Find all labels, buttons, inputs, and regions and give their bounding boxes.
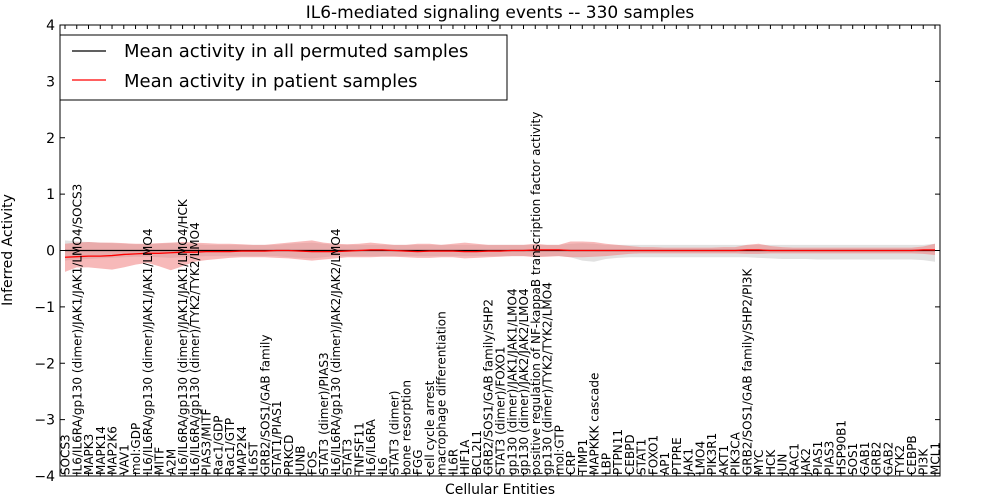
x-axis-title: Cellular Entities	[445, 482, 555, 498]
y-tick-label: 1	[46, 187, 55, 203]
x-category-label: MYC	[752, 450, 766, 475]
x-category-label: PIK3R1	[705, 433, 719, 475]
x-category-label: JAK2	[799, 448, 813, 476]
x-category-label: MCL1	[929, 442, 943, 475]
y-tick-label: 2	[46, 131, 55, 147]
x-category-label: gp130 (dimer)/JAK2/JAK2/LMO4	[517, 288, 531, 475]
x-category-label: bone resorption	[399, 380, 413, 475]
x-category-label: PIAS3	[823, 441, 837, 475]
x-category-label: macrophage differentiation	[435, 311, 449, 475]
y-tick-label: 4	[46, 18, 55, 34]
x-category-label: HCK	[764, 449, 778, 475]
x-category-label: CRP	[564, 451, 578, 475]
x-category-label: PI3K	[917, 448, 931, 475]
x-category-label: MITF	[153, 447, 167, 475]
legend-label-patient: Mean activity in patient samples	[124, 71, 418, 92]
band-patient	[65, 240, 935, 272]
x-category-label: PIAS3/MITF	[200, 408, 214, 475]
x-category-label: IL6/IL6RA/gp130 (dimer)/JAK2/JAK2/LMO4	[329, 229, 343, 475]
x-category-label: IL6/IL6RA/gp130 (dimer)/JAK1/JAK1/LMO4/H…	[176, 198, 190, 475]
x-category-label: TYK2	[893, 445, 907, 476]
x-category-label: CEBPD	[623, 434, 637, 475]
x-category-label: A2M	[164, 449, 178, 475]
x-category-label: AKT1	[717, 445, 731, 475]
series-lines	[64, 249, 935, 258]
x-category-label: FGG	[411, 450, 425, 476]
x-category-label: BCL2L1	[470, 430, 484, 475]
x-category-label: IL6/IL6RA	[364, 418, 378, 475]
x-category-label: GAB1	[858, 442, 872, 475]
chart-title: IL6-mediated signaling events -- 330 sam…	[306, 3, 695, 23]
x-category-label: IL6/IL6RA/gp130 (dimer)/JAK1/JAK1/LMO4	[141, 229, 155, 475]
legend-box	[59, 34, 508, 101]
y-tick-label: −3	[34, 413, 55, 429]
x-category-label: STAT1	[635, 439, 649, 475]
x-category-label: RAC1	[787, 443, 801, 475]
x-category-label: STAT3 (dimer)	[388, 391, 402, 475]
x-category-label: FOS	[305, 451, 319, 475]
x-category-label: MAPK14	[94, 426, 108, 475]
x-category-label: GAB2	[881, 442, 895, 475]
legend: Mean activity in all permuted samples Me…	[59, 34, 508, 101]
x-category-label: GRB2/SOS1/GAB family/SHP2	[482, 299, 496, 475]
x-category-label: STAT3 (dimer)/PIAS3	[317, 352, 331, 475]
x-category-label: HSP90B1	[834, 420, 848, 475]
legend-label-permuted: Mean activity in all permuted samples	[124, 41, 468, 62]
x-category-label: PIAS1	[811, 441, 825, 475]
x-category-label: PTPRE	[670, 437, 684, 475]
x-category-label: SOCS3	[59, 434, 73, 475]
x-category-label: GRB2	[870, 441, 884, 475]
x-category-label: PTPN11	[611, 429, 625, 475]
x-category-label: HIF1A	[458, 439, 472, 475]
x-category-label: cell cycle arrest	[423, 380, 437, 475]
x-category-label: GRB2/SOS1/GAB family/SHP2/PI3K	[740, 267, 754, 475]
x-category-label: TIMP1	[576, 439, 590, 476]
x-category-label: SOS1	[846, 443, 860, 475]
x-category-label: LBP	[599, 453, 613, 475]
x-category-label: IL6	[376, 457, 390, 475]
x-category-label: LMO4	[693, 441, 707, 475]
x-category-label: JAK1	[682, 448, 696, 476]
x-category-label: VAV1	[117, 444, 131, 475]
x-category-label: gp130 (dimer)/JAK1/JAK1/LMO4	[505, 288, 519, 475]
x-category-label: CEBPB	[905, 435, 919, 475]
x-category-label: STAT3	[341, 439, 355, 475]
plot-frame	[59, 24, 941, 477]
x-category-label: STAT1/PIAS1	[270, 400, 284, 475]
x-category-label: STAT3 (dimer)/FOXO1	[494, 346, 508, 475]
y-axis-title: Inferred Activity	[0, 194, 16, 306]
x-category-label: JUNB	[294, 445, 308, 476]
x-category-label: MAPK3	[82, 434, 96, 475]
x-category-label: Rac1/GDP	[211, 416, 225, 475]
x-category-label: positive regulation of NF-kappaB transcr…	[529, 112, 543, 475]
x-category-label: PIK3CA	[729, 431, 743, 475]
x-category-label: PRKCD	[282, 435, 296, 475]
x-category-label: IL6/IL6RA/gp130 (dimer)/JAK1/JAK1/LMO4/S…	[70, 184, 84, 475]
y-tick-labels: 4 3 2 1 0 −1 −2 −3 −4	[34, 18, 55, 485]
x-category-label: mol:GTP	[552, 425, 566, 475]
x-category-label: TNFSF11	[352, 422, 366, 476]
x-category-label: IL6/IL6RA/gp130 (dimer)/TYK2/TYK2/LMO4	[188, 222, 202, 475]
x-category-label: IL6R	[446, 449, 460, 475]
y-tick-label: −1	[34, 300, 55, 316]
line-patient	[64, 249, 935, 258]
y-tick-label: −4	[34, 469, 55, 485]
x-category-label: GRB2/SOS1/GAB family	[258, 335, 272, 476]
y-tick-label: 3	[46, 74, 55, 90]
y-tick-label: 0	[46, 244, 55, 260]
x-category-label: MAPKKK cascade	[588, 373, 602, 475]
x-category-label: AP1	[658, 452, 672, 475]
x-category-label: Rac1/GTP	[223, 418, 237, 475]
x-category-label: IL6ST	[247, 442, 261, 475]
x-category-label: FOXO1	[646, 435, 660, 475]
y-tick-label: −2	[34, 356, 55, 372]
x-category-label: JUN	[776, 454, 790, 476]
x-category-label: MAP2K4	[235, 426, 249, 475]
x-category-label: gp130 (dimer)/TYK2/TYK2/LMO4	[541, 282, 555, 475]
x-category-label: MAP2K6	[106, 426, 120, 475]
x-category-label: mol:GDP	[129, 423, 143, 475]
